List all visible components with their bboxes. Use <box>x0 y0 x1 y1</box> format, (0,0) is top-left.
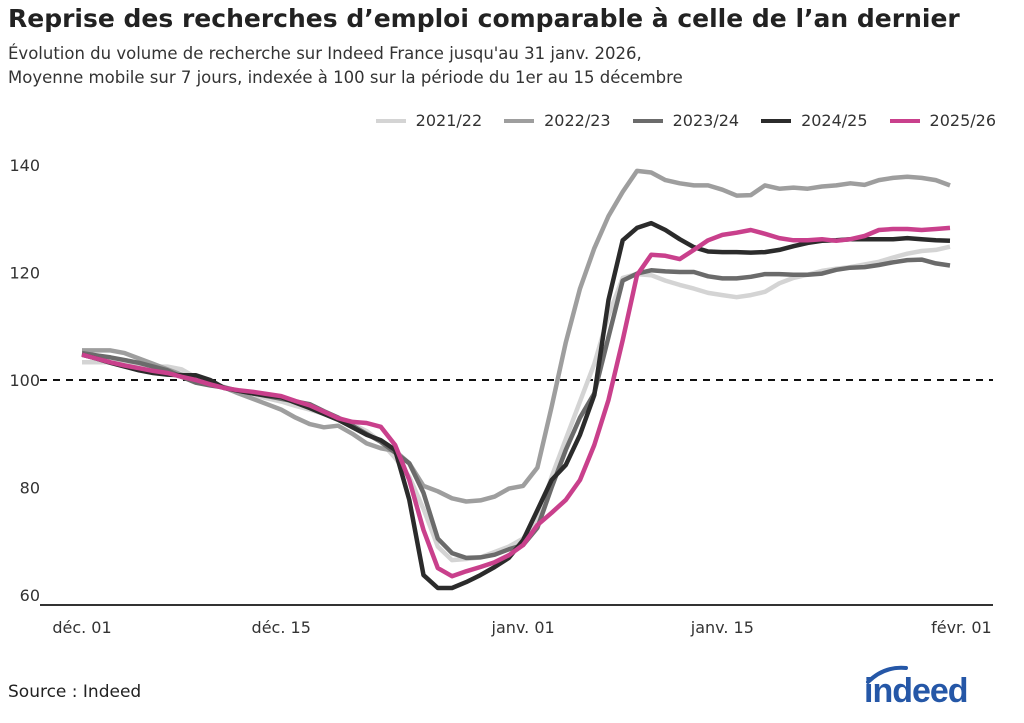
y-tick-label: 80 <box>20 479 40 498</box>
legend-item: 2025/26 <box>889 111 996 130</box>
series-line-2022-23 <box>82 168 951 504</box>
chart-title: Reprise des recherches d’emploi comparab… <box>8 4 960 33</box>
legend-swatch <box>375 118 406 123</box>
legend-swatch <box>761 118 792 123</box>
x-tick-label: janv. 01 <box>491 618 555 637</box>
x-tick-label: janv. 15 <box>690 618 754 637</box>
chart-subtitle-line-2: Moyenne mobile sur 7 jours, indexée à 10… <box>8 68 683 87</box>
y-tick-label: 120 <box>9 264 40 283</box>
series-line-2021-22 <box>82 244 951 563</box>
y-tick-label: 60 <box>20 586 40 605</box>
legend-label: 2025/26 <box>929 111 996 130</box>
y-tick-label: 100 <box>9 371 40 390</box>
indeed-logo: indeed <box>862 662 992 712</box>
series-line-2023-24 <box>81 257 951 561</box>
legend-swatch <box>889 118 920 123</box>
legend-label: 2023/24 <box>672 111 740 130</box>
legend-item: 2022/23 <box>504 111 611 130</box>
legend: 2021/22 2022/23 2023/24 2024/25 2025/26 <box>375 111 996 130</box>
legend-item: 2021/22 <box>375 111 483 130</box>
indeed-logo-mark: indeed <box>864 665 969 710</box>
y-tick-label: 140 <box>9 156 40 175</box>
legend-item: 2023/24 <box>632 111 740 130</box>
legend-label: 2022/23 <box>544 111 611 130</box>
legend-label: 2021/22 <box>415 111 483 130</box>
chart-subtitle-line-1: Évolution du volume de recherche sur Ind… <box>8 44 642 63</box>
x-tick-label: déc. 01 <box>52 618 111 637</box>
x-tick-label: déc. 15 <box>252 618 311 637</box>
legend-swatch <box>504 118 535 123</box>
svg-text:indeed: indeed <box>864 672 968 710</box>
x-tick-label: févr. 01 <box>931 618 992 637</box>
legend-item: 2024/25 <box>761 111 868 130</box>
legend-label: 2024/25 <box>801 111 868 130</box>
series-line-2024-25 <box>81 220 951 591</box>
series-line-2025-26 <box>81 225 951 579</box>
source-note: Source : Indeed <box>8 682 142 702</box>
legend-swatch <box>632 118 663 123</box>
